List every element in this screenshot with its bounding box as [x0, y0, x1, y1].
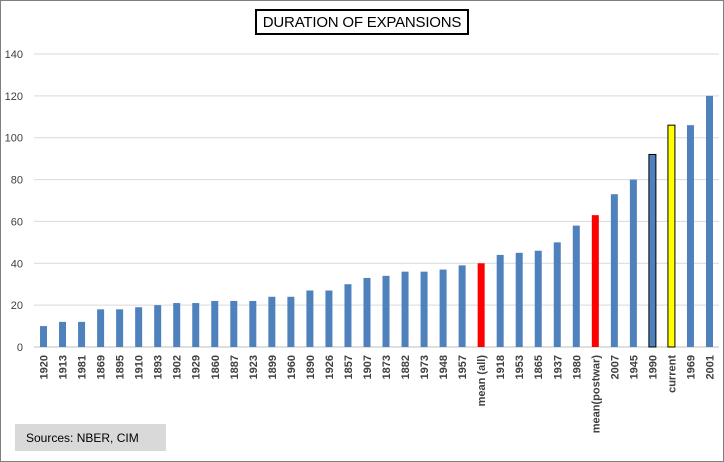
bar [230, 300, 238, 347]
x-tick-label: 1937 [552, 355, 564, 379]
bar [648, 153, 657, 348]
bar [496, 254, 504, 347]
x-tick-label: 1902 [172, 355, 184, 379]
bar [515, 252, 523, 347]
bar [173, 303, 181, 347]
bar [686, 125, 694, 348]
x-tick-label: mean(postwar) [590, 355, 602, 434]
bar [629, 179, 637, 347]
bar [211, 300, 219, 347]
bar [363, 277, 371, 347]
x-tick-label: 1913 [58, 355, 70, 379]
x-tick-label: 1899 [267, 355, 279, 379]
x-tick-label: 1895 [115, 355, 127, 379]
gridlines [34, 53, 719, 348]
x-tick-label: 1957 [457, 355, 469, 379]
x-tick-label: 1973 [419, 355, 431, 379]
bar [325, 290, 333, 347]
x-tick-label: 1873 [381, 355, 393, 379]
bar [344, 284, 352, 347]
chart-title: DURATION OF EXPANSIONS [255, 9, 469, 35]
bar [534, 250, 542, 347]
y-tick-label: 20 [11, 300, 23, 312]
x-tick-label: 1890 [305, 355, 317, 379]
x-tick-label: 1990 [647, 355, 659, 379]
y-tick-label: 120 [5, 91, 23, 103]
y-tick-label: 60 [11, 216, 23, 228]
x-tick-label: 1920 [39, 355, 51, 379]
x-tick-label: 1865 [533, 355, 545, 379]
x-tick-label: 1953 [514, 355, 526, 379]
bar [553, 242, 561, 347]
bar [477, 263, 485, 347]
x-tick-label: 1948 [438, 355, 450, 379]
x-tick-label: 1918 [495, 355, 507, 379]
x-tick-label: 1907 [362, 355, 374, 379]
bar [116, 309, 124, 347]
y-tick-label: 40 [11, 258, 23, 270]
y-tick-label: 80 [11, 175, 23, 187]
x-tick-label: 1929 [191, 355, 203, 379]
bars [40, 95, 713, 348]
bar [268, 296, 276, 347]
x-tick-label: 2007 [609, 355, 621, 379]
x-tick-label: 1980 [571, 355, 583, 379]
x-tick-label: 1981 [77, 355, 89, 379]
y-axis-tick-labels: 0 20 40 60 80 100 120 140 [5, 49, 23, 354]
x-tick-label: 1923 [248, 355, 260, 379]
bar [401, 271, 409, 347]
x-tick-label: 1857 [343, 355, 355, 379]
bar [249, 300, 257, 347]
x-tick-label: 1893 [153, 355, 165, 379]
bar [287, 296, 295, 347]
y-tick-label: 100 [5, 133, 23, 145]
bar [420, 271, 428, 347]
bar [135, 307, 143, 347]
y-tick-label: 0 [17, 342, 23, 354]
x-tick-label: 1869 [96, 355, 108, 379]
bar [78, 321, 86, 347]
bar [40, 326, 48, 347]
x-tick-label: 1860 [210, 355, 222, 379]
bar [97, 309, 105, 347]
x-tick-label: 1887 [229, 355, 241, 379]
bar [59, 321, 67, 347]
bar [591, 215, 599, 347]
bar [610, 194, 618, 347]
x-tick-label: 1969 [685, 355, 697, 379]
x-tick-label: 1926 [324, 355, 336, 379]
x-tick-label: 1882 [400, 355, 412, 379]
bar [572, 225, 580, 347]
x-tick-label: 2001 [704, 355, 716, 379]
y-tick-label: 140 [5, 49, 23, 61]
bar [439, 269, 447, 347]
x-axis-tick-labels: 1920 1913 1981 1869 1895 1910 1893 1902 1929 1860… [39, 355, 717, 434]
x-tick-label: current [666, 355, 678, 393]
x-tick-label: 1945 [628, 355, 640, 379]
bar [382, 275, 390, 347]
x-tick-label: mean (all) [476, 355, 488, 407]
x-tick-label: 1910 [134, 355, 146, 379]
bar [705, 95, 713, 347]
bar [154, 305, 162, 347]
bar [458, 265, 466, 347]
x-tick-label: 1960 [286, 355, 298, 379]
bar [667, 124, 676, 348]
bar [192, 303, 200, 347]
bar [306, 290, 314, 347]
source-note: Sources: NBER, CIM [15, 424, 166, 451]
